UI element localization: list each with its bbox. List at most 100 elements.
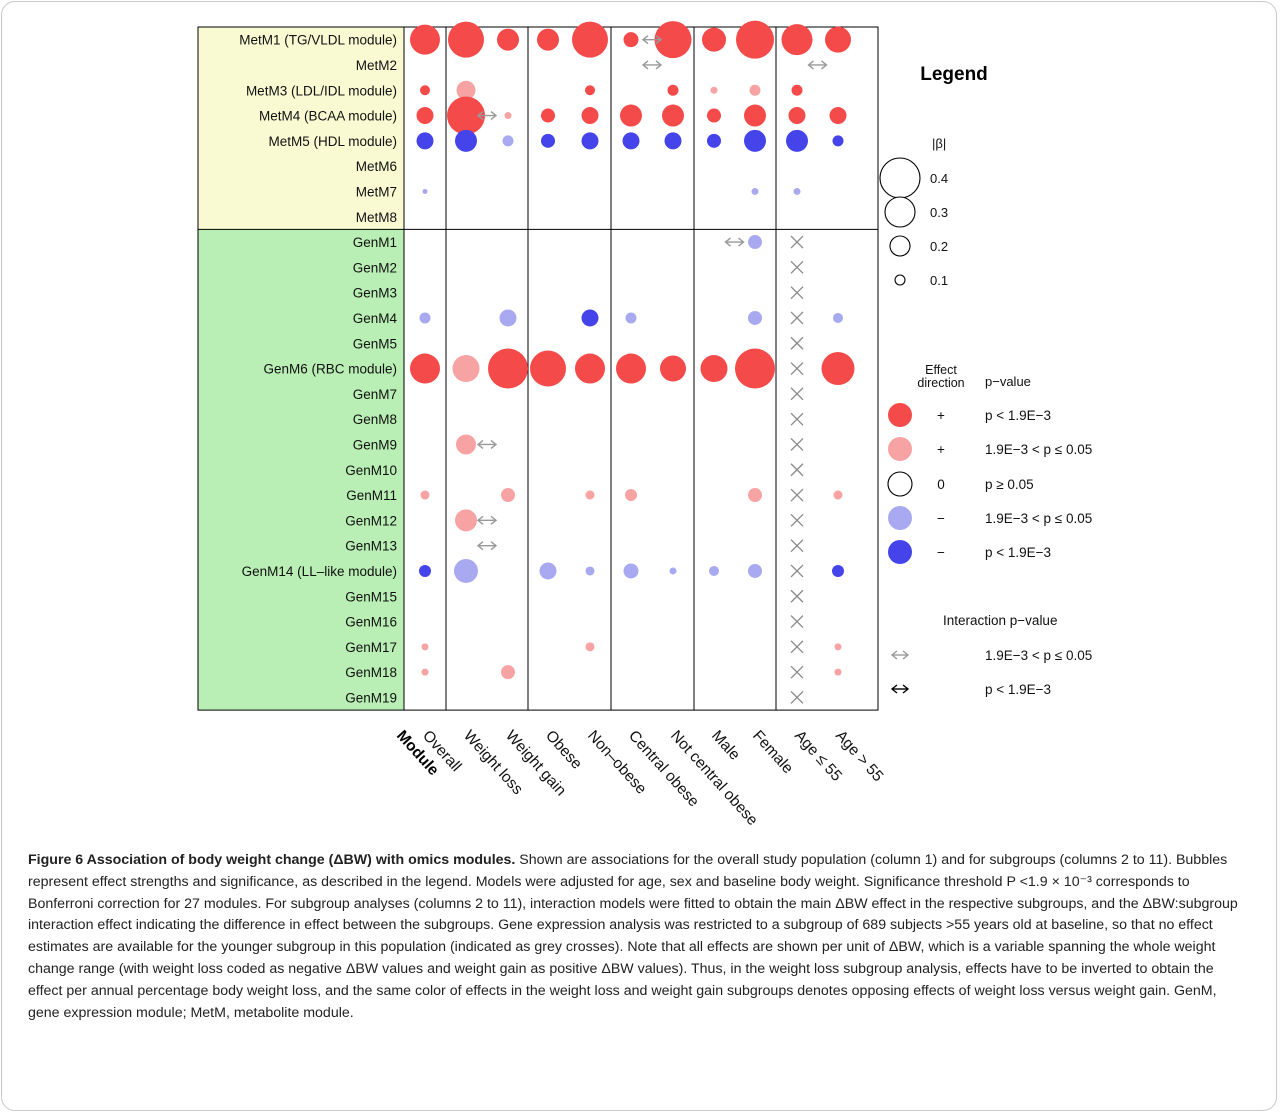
effect-bubble <box>623 32 639 48</box>
legend-effect-header: Effect <box>925 363 957 377</box>
row-label: GenM13 <box>345 539 397 554</box>
row-label: MetM5 (HDL module) <box>268 134 397 149</box>
legend-effect-sign: 0 <box>937 477 945 492</box>
legend-effect-sign: + <box>937 408 945 423</box>
column-label: Female <box>749 727 796 777</box>
legend-effect-label: p < 1.9E−3 <box>985 408 1051 423</box>
legend-size-circle <box>894 274 906 286</box>
effect-bubble <box>416 107 434 125</box>
effect-bubble <box>541 133 555 148</box>
effect-bubble <box>585 566 595 576</box>
legend-effect-swatch <box>888 403 912 427</box>
legend-interaction-arrow <box>890 650 910 660</box>
row-label: GenM5 <box>353 336 397 351</box>
effect-bubble <box>786 129 808 152</box>
effect-bubble <box>748 235 762 250</box>
effect-bubble <box>420 85 430 96</box>
no-estimate-cross <box>790 437 804 451</box>
row-label: MetM1 (TG/VLDL module) <box>239 33 397 48</box>
no-estimate-cross <box>790 665 804 679</box>
legend-effect-label: p ≥ 0.05 <box>985 477 1034 492</box>
no-estimate-cross <box>790 311 804 325</box>
row-group-band-metm <box>198 27 404 230</box>
effect-bubble <box>744 104 766 127</box>
effect-bubble <box>502 135 514 147</box>
legend-effect-sign: − <box>937 511 945 526</box>
row-label: GenM1 <box>353 235 397 250</box>
effect-bubble <box>832 135 844 147</box>
row-label: GenM11 <box>346 488 397 503</box>
effect-bubble <box>501 665 515 680</box>
legend-effect-label: p < 1.9E−3 <box>985 545 1051 560</box>
effect-bubble <box>581 309 599 327</box>
row-label: MetM8 <box>356 210 397 225</box>
row-label: MetM6 <box>356 159 397 174</box>
legend-effect-label: 1.9E−3 < p ≤ 0.05 <box>985 511 1092 526</box>
no-estimate-cross <box>790 640 804 654</box>
effect-bubble <box>581 132 599 150</box>
legend-effect-swatch <box>888 506 912 530</box>
interaction-arrow <box>641 35 663 45</box>
legend-effect-sign: + <box>937 442 945 457</box>
effect-bubble <box>710 86 718 94</box>
effect-bubble <box>581 107 599 125</box>
legend-interaction-label: 1.9E−3 < p ≤ 0.05 <box>985 648 1092 663</box>
legend-size-circle <box>889 235 911 257</box>
effect-bubble <box>575 353 605 384</box>
interaction-arrow <box>724 237 745 247</box>
effect-bubble <box>622 132 640 150</box>
effect-bubble <box>419 564 431 577</box>
interaction-arrow <box>476 439 498 449</box>
effect-bubble <box>419 312 431 324</box>
legend-effect-swatch <box>888 540 912 564</box>
effect-bubble <box>541 108 555 123</box>
effect-bubble <box>744 129 766 152</box>
row-label: GenM10 <box>345 463 397 478</box>
row-label: MetM4 (BCAA module) <box>259 109 397 124</box>
no-estimate-cross <box>790 463 804 477</box>
effect-bubble <box>497 28 519 51</box>
row-label: GenM12 <box>345 513 397 528</box>
effect-bubble <box>832 564 844 577</box>
row-label: GenM18 <box>345 665 397 680</box>
no-estimate-cross <box>790 690 804 704</box>
effect-bubble <box>448 21 484 58</box>
effect-bubble <box>664 132 682 150</box>
row-label: MetM7 <box>356 184 397 199</box>
effect-bubble <box>421 668 429 676</box>
no-estimate-cross <box>790 412 804 426</box>
effect-bubble <box>422 188 428 194</box>
effect-bubble <box>749 84 761 96</box>
effect-bubble <box>788 107 806 125</box>
effect-bubble <box>748 563 762 578</box>
row-group-band-genm <box>198 229 404 711</box>
legend-effect-swatch <box>887 471 913 497</box>
legend-effect-swatch <box>888 437 912 461</box>
legend-effect-sign: − <box>937 545 945 560</box>
legend-interaction-title: Interaction p−value <box>943 613 1057 628</box>
effect-bubble <box>825 26 851 53</box>
row-label: GenM15 <box>345 589 397 604</box>
effect-bubble <box>834 668 842 676</box>
effect-bubble <box>454 558 478 583</box>
row-label: MetM2 <box>356 58 397 73</box>
effect-bubble <box>709 565 719 576</box>
effect-bubble <box>537 28 559 51</box>
effect-bubble <box>447 96 485 135</box>
interaction-arrow <box>641 60 663 70</box>
interaction-arrow <box>476 111 498 121</box>
effect-bubble <box>585 490 595 500</box>
effect-bubble <box>833 490 843 500</box>
legend-effect-label: 1.9E−3 < p ≤ 0.05 <box>985 442 1092 457</box>
row-label: MetM3 (LDL/IDL module) <box>246 83 397 98</box>
no-estimate-cross <box>790 564 804 578</box>
legend-size-label: 0.2 <box>930 239 948 254</box>
legend-interaction-label: p < 1.9E−3 <box>985 682 1051 697</box>
bubble-chart: MetM1 (TG/VLDL module) MetM2 MetM3 (LDL/ID… <box>197 20 1092 829</box>
effect-bubble <box>410 24 440 55</box>
effect-bubble <box>625 489 637 502</box>
effect-bubble <box>416 132 434 150</box>
row-label: GenM17 <box>345 640 397 655</box>
legend-size-circle <box>884 196 916 228</box>
